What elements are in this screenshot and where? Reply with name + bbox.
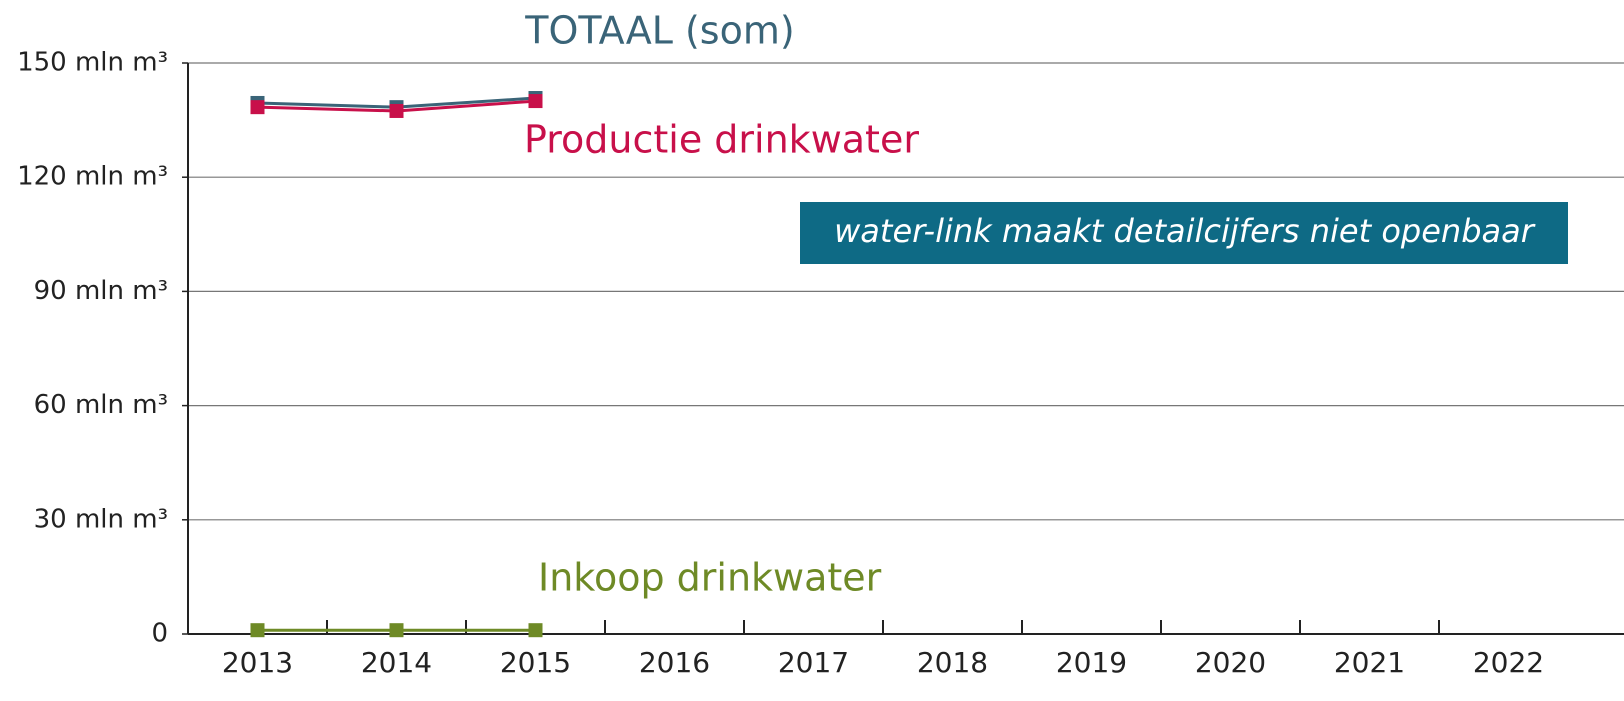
- x-tick-label: 2017: [778, 646, 849, 679]
- series-label: Productie drinkwater: [524, 118, 919, 162]
- marker: [528, 94, 543, 109]
- x-tick-label: 2015: [500, 646, 571, 679]
- x-tick-label: 2021: [1334, 646, 1405, 679]
- x-tick-label: 2020: [1195, 646, 1266, 679]
- series-label: Inkoop drinkwater: [538, 556, 882, 600]
- y-tick-label: 60 mln m³: [34, 390, 168, 420]
- y-tick-label: 0: [151, 619, 168, 649]
- y-tick-label: 90 mln m³: [34, 276, 168, 306]
- annotation-box: [800, 202, 1568, 264]
- x-tick-label: 2022: [1473, 646, 1544, 679]
- y-tick-label: 30 mln m³: [34, 504, 168, 534]
- marker: [528, 623, 543, 638]
- x-tick-label: 2016: [639, 646, 710, 679]
- x-tick-label: 2018: [917, 646, 988, 679]
- marker: [250, 623, 265, 638]
- marker: [250, 100, 265, 115]
- series-label: TOTAAL (som): [524, 9, 794, 53]
- x-tick-label: 2014: [361, 646, 432, 679]
- x-tick-label: 2013: [222, 646, 293, 679]
- annotation: water-link maakt detailcijfers niet open…: [834, 212, 1536, 250]
- marker: [389, 623, 404, 638]
- y-tick-label: 150 mln m³: [17, 48, 168, 78]
- marker: [389, 103, 404, 118]
- y-tick-label: 120 mln m³: [17, 162, 168, 192]
- x-tick-label: 2019: [1056, 646, 1127, 679]
